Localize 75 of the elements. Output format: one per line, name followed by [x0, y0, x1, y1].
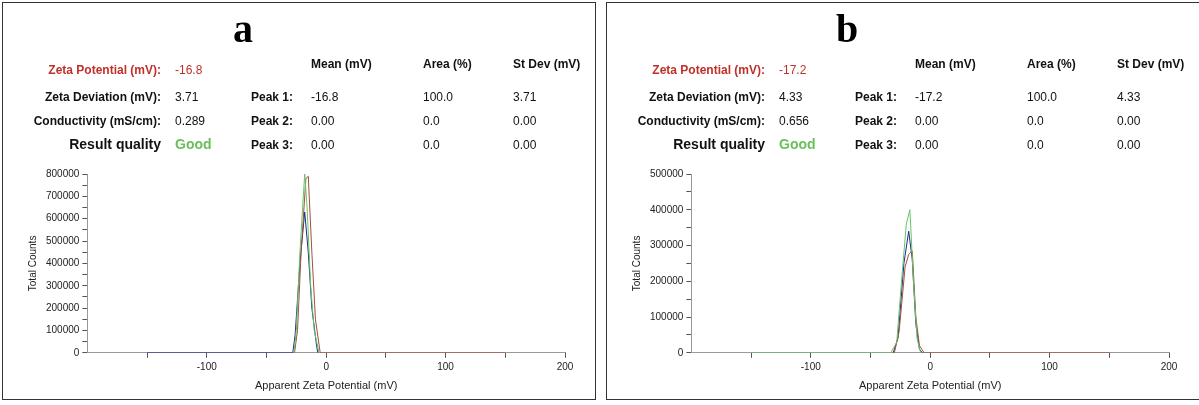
text: Peak 1:: [855, 90, 898, 104]
text: Good: [175, 136, 212, 152]
y-tick-label: 500000: [45, 234, 80, 246]
x-tick-label: -100: [196, 360, 218, 372]
y-tick-label: 200000: [45, 301, 80, 313]
text: -16.8: [175, 63, 203, 77]
text: Result quality: [69, 136, 161, 152]
y-tick-label: 700000: [45, 190, 80, 202]
text: Peak 1:: [251, 90, 294, 104]
y-tick-label: 300000: [649, 239, 684, 251]
text: Area (%): [1027, 57, 1076, 71]
text: Zeta Potential (mV):: [48, 63, 161, 77]
x-tick-label: 100: [437, 360, 455, 372]
text: 4.33: [779, 90, 803, 104]
text: 3.71: [513, 90, 537, 104]
text: 0.289: [175, 114, 206, 128]
x-tick-label: -100: [800, 360, 822, 372]
text: Peak 3:: [855, 138, 898, 152]
text: 0.0: [1027, 138, 1044, 152]
text: -16.8: [311, 90, 339, 104]
y-tick-label: 100000: [649, 310, 684, 322]
y-tick-label: 500000: [649, 167, 684, 179]
text: St Dev (mV): [1117, 57, 1185, 71]
text: Peak 2:: [855, 114, 898, 128]
text: 0.00: [311, 114, 335, 128]
text: Area (%): [423, 57, 472, 71]
text: 0.00: [513, 114, 537, 128]
text: Conductivity (mS/cm):: [33, 114, 161, 128]
text: 100.0: [1027, 90, 1058, 104]
y-tick-label: 300000: [45, 279, 80, 291]
y-tick-label: 400000: [45, 257, 80, 269]
chart-title: a: [232, 5, 254, 52]
y-tick-label: 400000: [649, 203, 684, 215]
x-tick-label: 0: [927, 360, 934, 372]
text: 0.656: [779, 114, 810, 128]
text: 0.0: [423, 138, 440, 152]
chart-title: b: [834, 5, 860, 52]
text: 0.00: [513, 138, 537, 152]
text: -17.2: [915, 90, 943, 104]
y-tick-label: 100000: [45, 324, 80, 336]
y-tick-label: 0: [73, 346, 80, 358]
text: 100.0: [423, 90, 454, 104]
text: 4.33: [1117, 90, 1141, 104]
text: 0.00: [1117, 138, 1141, 152]
y-tick-label: 0: [677, 346, 684, 358]
text: 0.00: [311, 138, 335, 152]
y-tick-label: 800000: [45, 167, 80, 179]
text: Zeta Deviation (mV):: [648, 90, 765, 104]
text: Mean (mV): [915, 57, 976, 71]
x-axis-title: Apparent Zeta Potential (mV): [858, 379, 1002, 392]
x-axis-title: Apparent Zeta Potential (mV): [254, 379, 398, 392]
text: 0.00: [1117, 114, 1141, 128]
x-tick-label: 100: [1041, 360, 1059, 372]
y-tick-label: 600000: [45, 212, 80, 224]
text: 0.0: [1027, 114, 1044, 128]
text: Good: [779, 136, 816, 152]
y-tick-label: 200000: [649, 275, 684, 287]
x-tick-label: 0: [323, 360, 330, 372]
x-tick-label: 200: [1160, 360, 1178, 372]
text: -17.2: [779, 63, 807, 77]
text: Peak 3:: [251, 138, 294, 152]
text: Zeta Deviation (mV):: [44, 90, 161, 104]
text: Mean (mV): [311, 57, 372, 71]
text: Zeta Potential (mV):: [652, 63, 765, 77]
text: 0.0: [423, 114, 440, 128]
text: 3.71: [175, 90, 199, 104]
text: Conductivity (mS/cm):: [637, 114, 765, 128]
y-axis-title: Total Counts: [630, 235, 642, 292]
y-axis-title: Total Counts: [26, 235, 38, 292]
text: Peak 2:: [251, 114, 294, 128]
text: 0.00: [915, 138, 939, 152]
text: 0.00: [915, 114, 939, 128]
x-tick-label: 200: [556, 360, 574, 372]
text: St Dev (mV): [513, 57, 581, 71]
text: Result quality: [673, 136, 765, 152]
